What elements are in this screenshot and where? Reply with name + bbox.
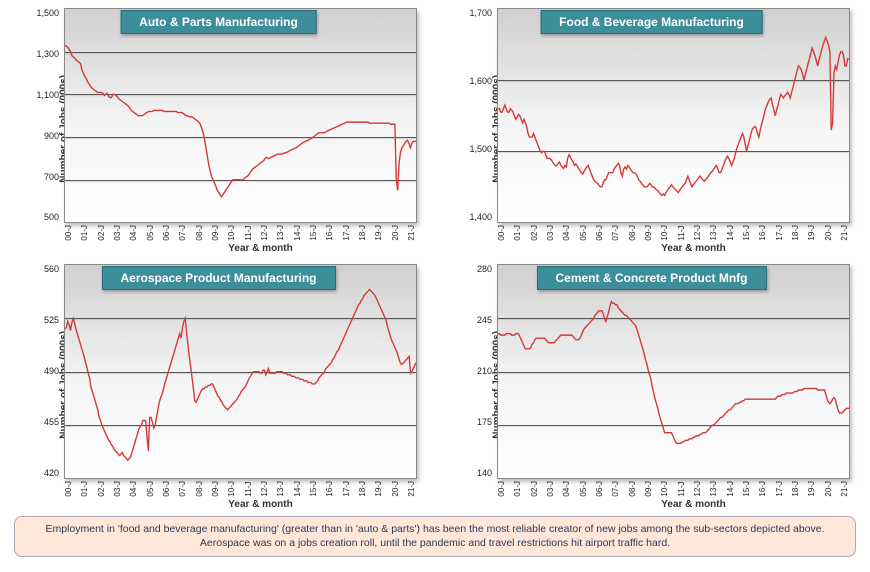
caption-text: Employment in 'food and beverage manufac… [45, 523, 824, 549]
chart-panel-0: Auto & Parts ManufacturingNumber of Jobs… [14, 8, 423, 254]
chart-title: Food & Beverage Manufacturing [540, 10, 763, 34]
chart-panel-1: Food & Beverage ManufacturingNumber of J… [447, 8, 856, 254]
x-ticks: 00-J01-J02-J03-J04-J05-J06-J07-J08-J09-J… [497, 481, 850, 497]
chart-panel-2: Aerospace Product ManufacturingNumber of… [14, 264, 423, 510]
x-ticks: 00-J01-J02-J03-J04-J05-J06-J07-J08-J09-J… [497, 225, 850, 241]
y-ticks: 280245210175140 [477, 265, 492, 478]
data-line [65, 9, 416, 222]
data-line [498, 265, 849, 478]
caption-box: Employment in 'food and beverage manufac… [14, 516, 856, 557]
y-ticks: 560525490455420 [44, 265, 59, 478]
plot-area: 1,7001,6001,5001,400 [497, 8, 850, 223]
plot-area: 280245210175140 [497, 264, 850, 479]
plot-area: 1,5001,3001,100900700500 [64, 8, 417, 223]
x-axis-label: Year & month [104, 243, 417, 254]
chart-title: Aerospace Product Manufacturing [101, 266, 335, 290]
x-ticks: 00-J01-J02-J03-J04-J05-J06-J07-J08-J09-J… [64, 225, 417, 241]
chart-panel-3: Cement & Concrete Product MnfgNumber of … [447, 264, 856, 510]
y-ticks: 1,7001,6001,5001,400 [469, 9, 492, 222]
plot-area: 560525490455420 [64, 264, 417, 479]
data-line [498, 9, 849, 222]
chart-title: Auto & Parts Manufacturing [120, 10, 317, 34]
chart-title: Cement & Concrete Product Mnfg [536, 266, 766, 290]
y-ticks: 1,5001,3001,100900700500 [36, 9, 59, 222]
x-axis-label: Year & month [104, 499, 417, 510]
x-ticks: 00-J01-J02-J03-J04-J05-J06-J07-J08-J09-J… [64, 481, 417, 497]
x-axis-label: Year & month [537, 243, 850, 254]
x-axis-label: Year & month [537, 499, 850, 510]
data-line [65, 265, 416, 478]
